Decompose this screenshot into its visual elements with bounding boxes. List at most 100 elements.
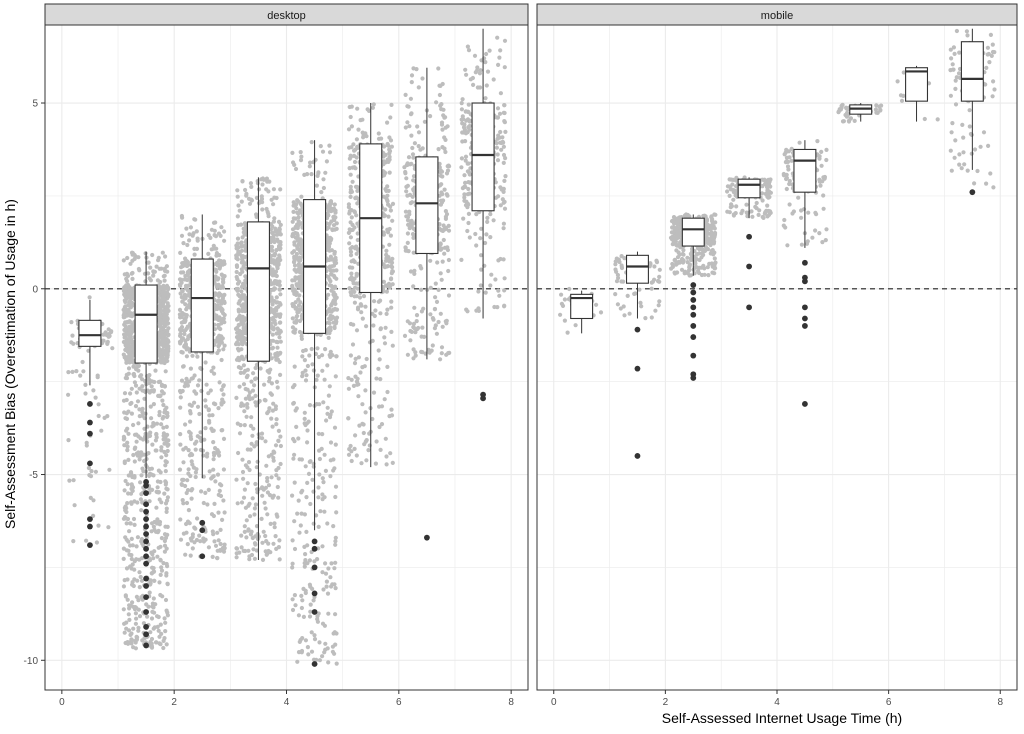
jitter-point <box>95 540 99 544</box>
jitter-point <box>260 541 264 545</box>
facet-strip-label: desktop <box>267 10 306 22</box>
jitter-point <box>388 115 392 119</box>
jitter-point <box>379 137 383 141</box>
jitter-point <box>195 516 199 520</box>
jitter-point <box>207 413 211 417</box>
jitter-point <box>272 216 276 220</box>
jitter-point <box>333 307 337 311</box>
jitter-point <box>290 151 294 155</box>
jitter-point <box>463 68 467 72</box>
jitter-point <box>221 281 225 285</box>
jitter-point <box>334 510 338 514</box>
jitter-point <box>244 463 248 467</box>
jitter-point <box>183 484 187 488</box>
jitter-point <box>69 340 73 344</box>
jitter-point <box>186 337 190 341</box>
box <box>79 320 101 346</box>
jitter-point <box>187 467 191 471</box>
jitter-point <box>356 231 360 235</box>
jitter-point <box>123 272 127 276</box>
jitter-point <box>122 353 126 357</box>
jitter-point <box>215 283 219 287</box>
jitter-point <box>150 443 154 447</box>
jitter-point <box>306 645 310 649</box>
jitter-point <box>240 179 244 183</box>
jitter-point <box>496 106 500 110</box>
jitter-point <box>353 294 357 298</box>
jitter-point <box>123 535 127 539</box>
jitter-point <box>238 314 242 318</box>
jitter-point <box>125 501 129 505</box>
jitter-point <box>299 523 303 527</box>
jitter-point <box>215 277 219 281</box>
jitter-point <box>347 387 351 391</box>
jitter-point <box>66 393 70 397</box>
jitter-point <box>387 135 391 139</box>
jitter-point <box>139 497 143 501</box>
jitter-point <box>297 499 301 503</box>
jitter-point <box>219 225 223 229</box>
jitter-point <box>383 341 387 345</box>
jitter-point <box>330 409 334 413</box>
jitter-point <box>467 48 471 52</box>
jitter-point <box>164 571 168 575</box>
jitter-point <box>291 227 295 231</box>
jitter-point <box>235 358 239 362</box>
jitter-point <box>297 613 301 617</box>
jitter-point <box>248 514 252 518</box>
jitter-point <box>243 423 247 427</box>
jitter-point <box>329 268 333 272</box>
jitter-point <box>158 520 162 524</box>
jitter-point <box>127 354 131 358</box>
jitter-point <box>299 195 303 199</box>
jitter-point <box>85 443 89 447</box>
jitter-point <box>358 295 362 299</box>
jitter-point <box>216 406 220 410</box>
jitter-point <box>191 376 195 380</box>
jitter-point <box>411 325 415 329</box>
jitter-point <box>94 396 98 400</box>
jitter-point <box>439 312 443 316</box>
jitter-point <box>243 488 247 492</box>
jitter-point <box>347 202 351 206</box>
jitter-point <box>299 594 303 598</box>
jitter-point <box>303 565 307 569</box>
jitter-point <box>235 270 239 274</box>
jitter-point <box>158 410 162 414</box>
jitter-point <box>410 219 414 223</box>
jitter-point <box>385 308 389 312</box>
jitter-point <box>278 557 282 561</box>
jitter-point <box>128 564 132 568</box>
jitter-point <box>157 256 161 260</box>
jitter-point <box>309 172 313 176</box>
jitter-point <box>389 300 393 304</box>
jitter-point <box>347 286 351 290</box>
jitter-point <box>409 97 413 101</box>
jitter-point <box>222 317 226 321</box>
jitter-point <box>306 364 310 368</box>
jitter-point <box>139 473 143 477</box>
jitter-point <box>359 310 363 314</box>
jitter-point <box>324 469 328 473</box>
jitter-point <box>404 249 408 253</box>
jitter-point <box>150 488 154 492</box>
jitter-point <box>234 327 238 331</box>
jitter-point <box>359 461 363 465</box>
jitter-point <box>184 531 188 535</box>
jitter-point <box>138 480 142 484</box>
jitter-point <box>219 542 223 546</box>
jitter-point <box>165 317 169 321</box>
jitter-point <box>271 425 275 429</box>
jitter-point <box>129 553 133 557</box>
jitter-point <box>353 160 357 164</box>
jitter-point <box>220 428 224 432</box>
jitter-point <box>445 212 449 216</box>
jitter-point <box>186 384 190 388</box>
jitter-point <box>300 489 304 493</box>
jitter-point <box>326 406 330 410</box>
jitter-point <box>291 562 295 566</box>
jitter-point <box>158 380 162 384</box>
jitter-point <box>123 391 127 395</box>
jitter-point <box>244 397 248 401</box>
jitter-point <box>163 337 167 341</box>
